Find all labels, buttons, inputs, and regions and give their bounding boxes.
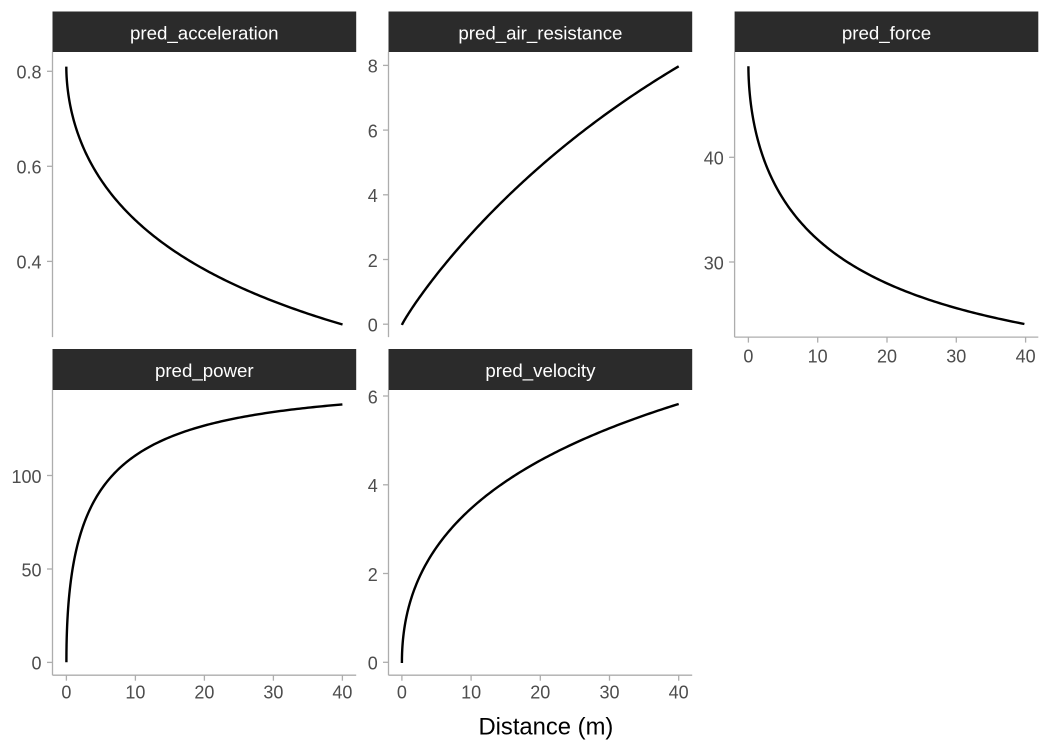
- svg-text:20: 20: [194, 683, 214, 703]
- svg-text:2: 2: [368, 565, 378, 585]
- svg-text:30: 30: [599, 683, 619, 703]
- svg-text:pred_power: pred_power: [155, 360, 254, 382]
- svg-text:8: 8: [368, 57, 378, 77]
- svg-text:4: 4: [368, 186, 378, 206]
- svg-text:100: 100: [11, 467, 41, 487]
- svg-text:0.6: 0.6: [16, 158, 41, 178]
- svg-text:20: 20: [877, 346, 897, 366]
- svg-text:40: 40: [704, 149, 724, 169]
- svg-text:6: 6: [368, 387, 378, 407]
- svg-text:0: 0: [61, 683, 71, 703]
- svg-text:0: 0: [397, 683, 407, 703]
- svg-text:2: 2: [368, 251, 378, 271]
- svg-text:50: 50: [21, 560, 41, 580]
- svg-text:Distance (m): Distance (m): [478, 714, 613, 741]
- svg-text:pred_force: pred_force: [842, 22, 931, 44]
- svg-text:pred_acceleration: pred_acceleration: [130, 22, 279, 44]
- svg-text:0: 0: [368, 654, 378, 674]
- svg-text:0: 0: [743, 346, 753, 366]
- svg-text:30: 30: [946, 346, 966, 366]
- svg-text:0: 0: [368, 316, 378, 336]
- svg-text:10: 10: [808, 346, 828, 366]
- svg-text:10: 10: [461, 683, 481, 703]
- svg-text:40: 40: [1016, 346, 1036, 366]
- svg-text:30: 30: [704, 253, 724, 273]
- svg-text:20: 20: [530, 683, 550, 703]
- svg-text:40: 40: [669, 683, 689, 703]
- svg-text:4: 4: [368, 476, 378, 496]
- svg-text:10: 10: [125, 683, 145, 703]
- svg-text:0.8: 0.8: [16, 63, 41, 83]
- svg-text:6: 6: [368, 121, 378, 141]
- svg-text:0: 0: [31, 654, 41, 674]
- svg-text:40: 40: [332, 683, 352, 703]
- svg-text:pred_air_resistance: pred_air_resistance: [458, 22, 622, 44]
- svg-text:pred_velocity: pred_velocity: [485, 360, 596, 382]
- svg-text:30: 30: [263, 683, 283, 703]
- svg-text:0.4: 0.4: [16, 253, 41, 273]
